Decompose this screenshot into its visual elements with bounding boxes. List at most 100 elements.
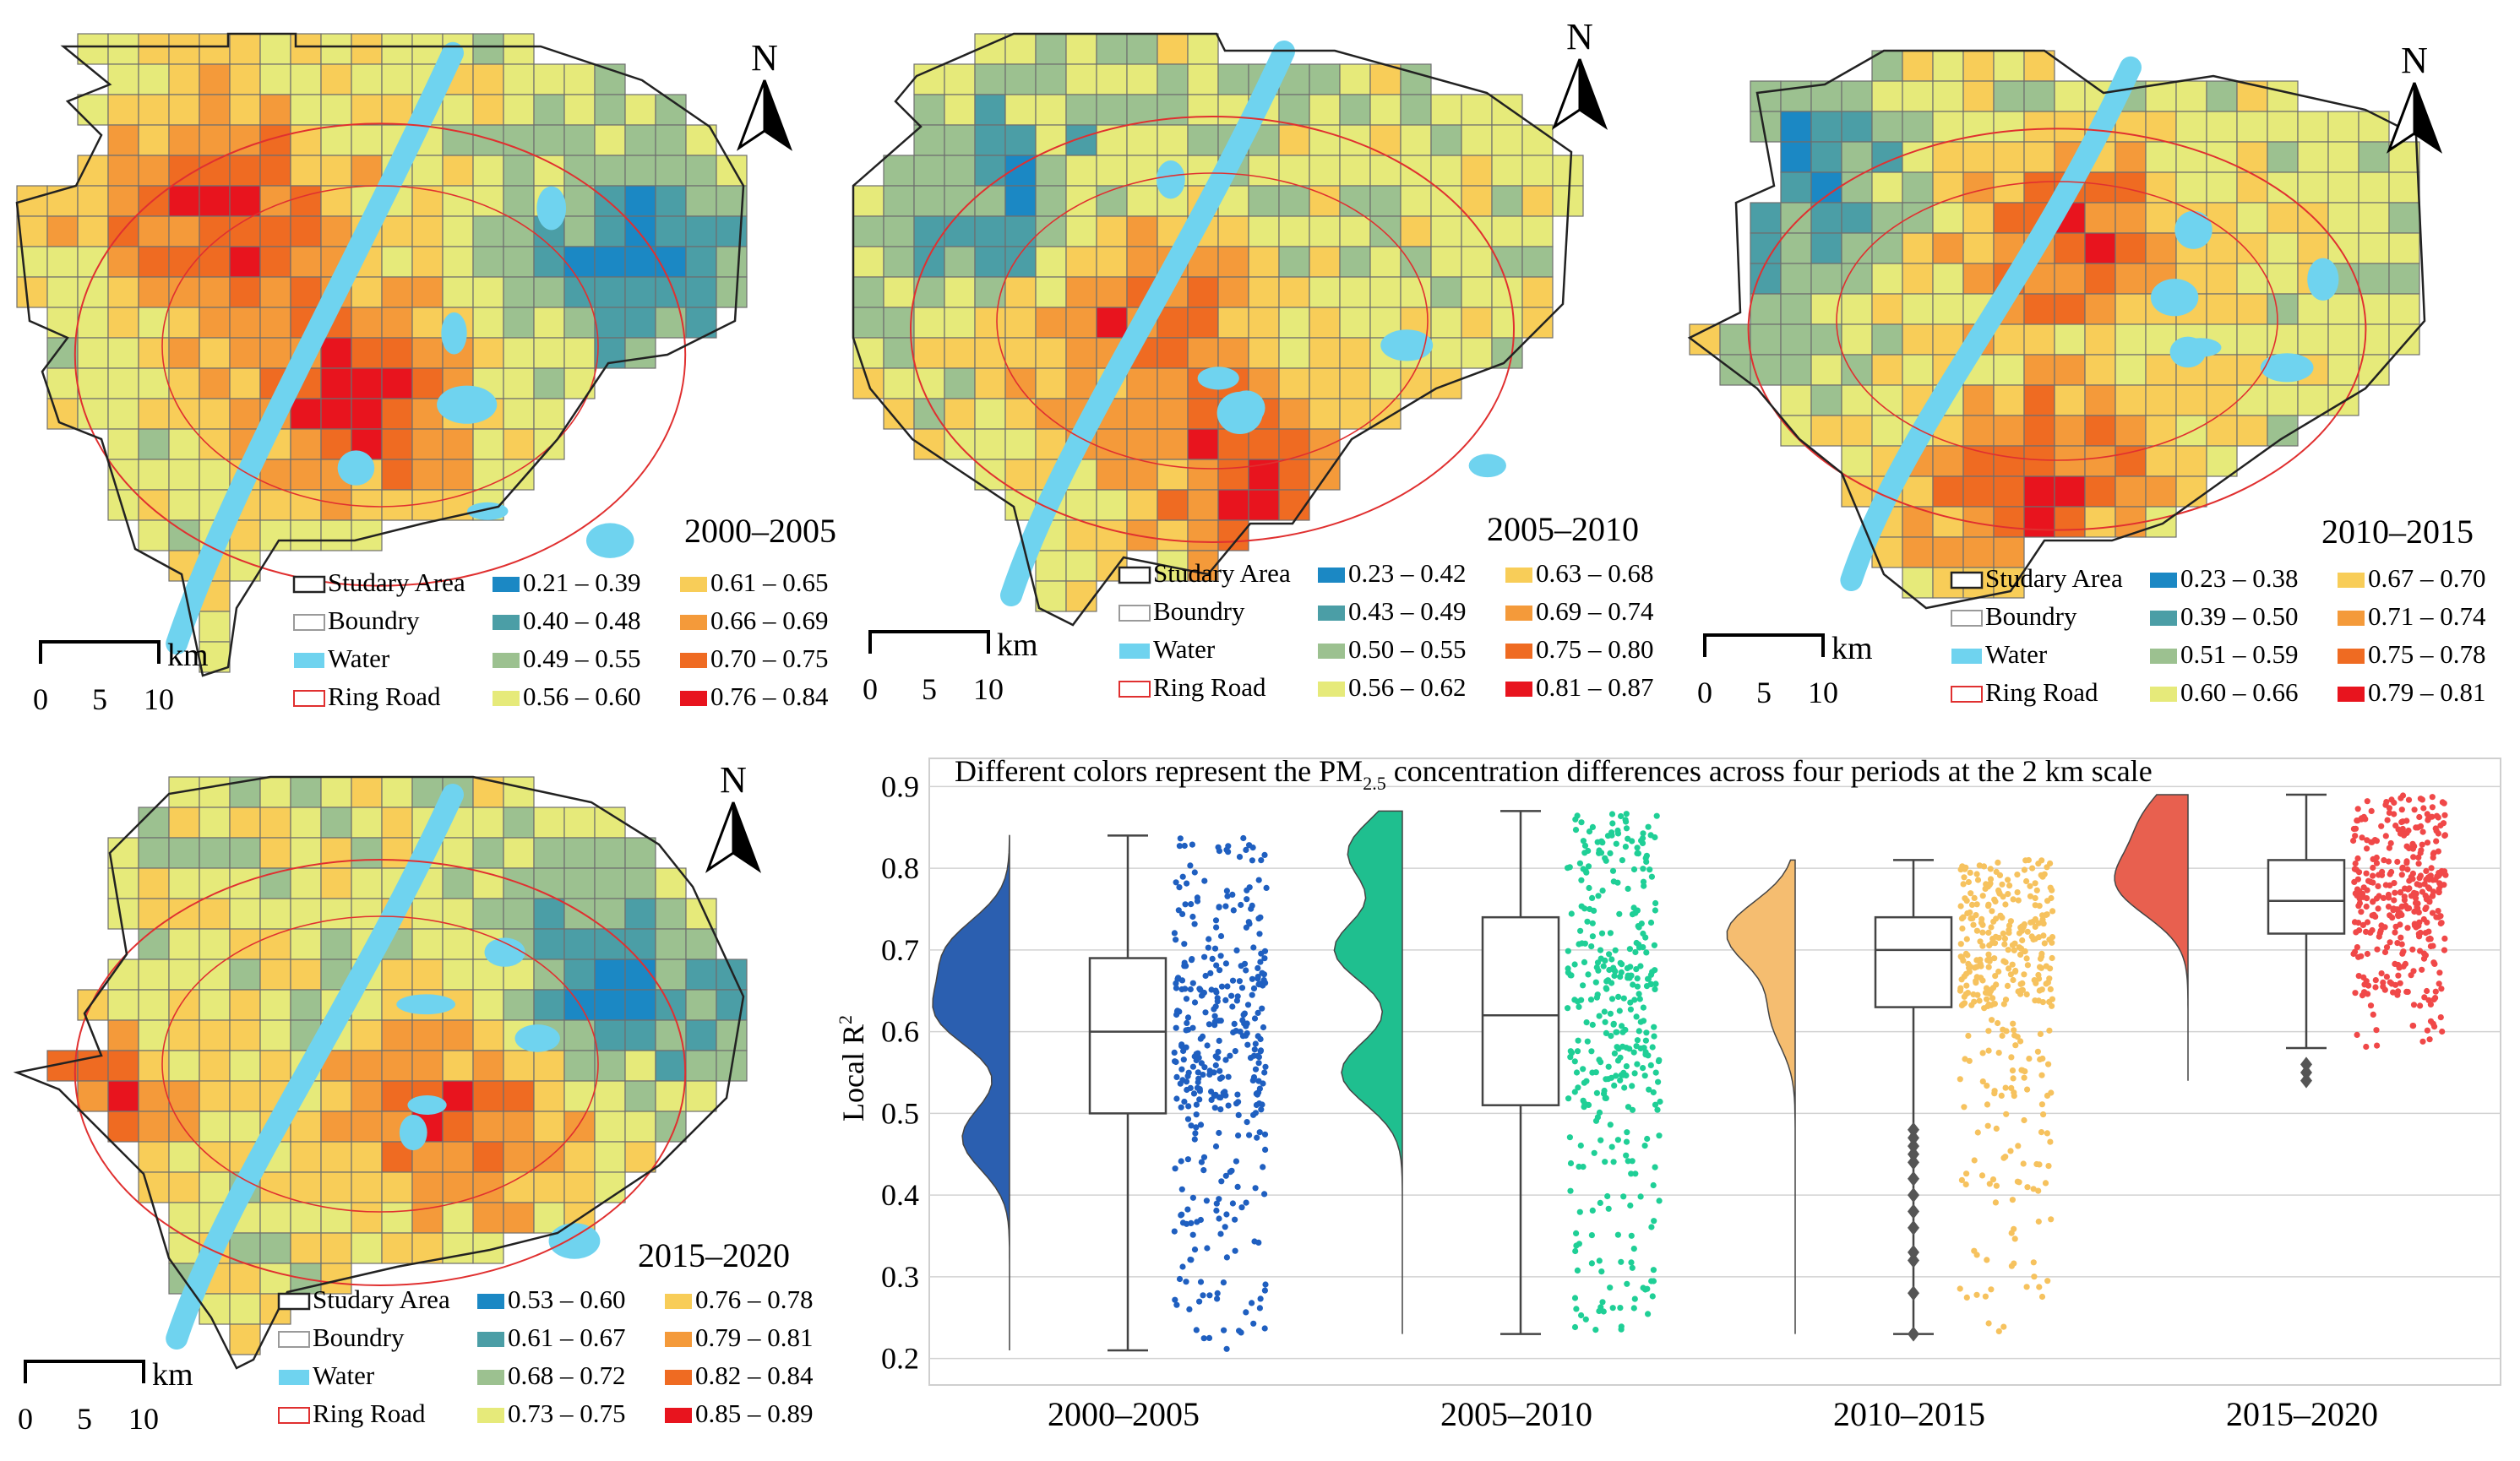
rain-point [2358, 816, 2365, 823]
rain-point [2436, 969, 2443, 976]
map-cell [974, 124, 1006, 156]
map-cell [290, 959, 322, 991]
rain-point [1979, 893, 1986, 899]
map-cell [685, 246, 717, 278]
map-cell [2327, 171, 2359, 204]
rain-point [2385, 904, 2392, 910]
map-cell [1217, 459, 1249, 491]
rain-point [2009, 1197, 2016, 1203]
rain-point [1173, 1301, 1180, 1308]
map-cell [290, 489, 322, 521]
legend-class-swatch [2338, 573, 2365, 588]
rain-point [2369, 926, 2376, 934]
rain-point [1597, 1199, 1603, 1206]
map-cell [138, 94, 170, 126]
rain-point [1606, 951, 1613, 958]
rain-point [1178, 986, 1185, 993]
map-cell [533, 837, 565, 869]
rain-point [1643, 852, 1650, 859]
map-cell [563, 959, 596, 991]
outlier-marker [2300, 1056, 2312, 1073]
map-cell [2084, 415, 2116, 447]
map-cell [1065, 550, 1097, 582]
map-cell [533, 398, 565, 430]
rain-point [2037, 1030, 2044, 1037]
legend-label: Ring Road [313, 1399, 426, 1428]
map-cell [1461, 246, 1493, 278]
rain-point [2382, 833, 2389, 839]
rain-point [1179, 1219, 1187, 1226]
rain-point [1633, 939, 1640, 947]
rain-point [1644, 1135, 1651, 1143]
x-tick-label: 2000–2005 [1048, 1395, 1200, 1433]
map-cell [883, 276, 915, 308]
legend-swatch [1118, 566, 1151, 584]
rain-point [1974, 991, 1981, 998]
map-cell [1187, 337, 1219, 369]
rain-point [2433, 812, 2441, 819]
rain-point [1601, 1008, 1608, 1015]
map-cell [168, 1232, 200, 1264]
map-cell [1962, 202, 1995, 234]
map-cell [1187, 459, 1219, 491]
rain-point [1653, 812, 1660, 819]
rain-point [1581, 1079, 1587, 1086]
rain-point [1643, 949, 1650, 956]
rain-point [1605, 1063, 1612, 1070]
rain-point [1988, 924, 1995, 931]
rain-point [1223, 888, 1230, 894]
legend-class-label: 0.81 – 0.87 [1536, 672, 1654, 702]
map-cell [1248, 428, 1280, 460]
map-cell [1187, 124, 1219, 156]
map-cell [199, 959, 231, 991]
rain-point [1229, 891, 1236, 898]
map-cell [1902, 536, 1934, 568]
map-cell [290, 185, 322, 217]
rain-point [1240, 834, 1247, 842]
map-cell [1841, 445, 1873, 477]
map-cell [259, 489, 291, 521]
map-cell [351, 837, 383, 869]
map-cell [77, 337, 109, 369]
lake [1197, 367, 1239, 390]
map-cell [1278, 94, 1310, 126]
rain-point [1958, 954, 1965, 961]
map-cell [2175, 80, 2207, 112]
map-cell [2206, 293, 2238, 325]
rain-point [2415, 861, 2422, 867]
rain-point [1973, 957, 1980, 964]
map-cell [1491, 155, 1523, 187]
rain-point [2031, 977, 2038, 984]
rain-point [1568, 972, 1575, 979]
rain-point [2424, 1027, 2430, 1034]
map-cell [503, 215, 535, 247]
map-cell [381, 246, 413, 278]
rain-point [1615, 1046, 1622, 1052]
map-cell [442, 94, 474, 126]
rain-point [2048, 1089, 2055, 1096]
rain-point [2378, 970, 2385, 977]
rain-point [1196, 1096, 1203, 1103]
rain-point [2003, 1111, 2010, 1117]
rain-point [2398, 934, 2404, 941]
map-cell [1871, 354, 1903, 386]
rain-point [1243, 1199, 1249, 1206]
map-cell [229, 1293, 261, 1325]
rain-point [1592, 1117, 1600, 1124]
map-cell [259, 989, 291, 1021]
map-cell [2084, 354, 2116, 386]
rain-point [1261, 955, 1268, 962]
rain-point [1173, 937, 1179, 943]
rain-point [1640, 830, 1646, 837]
rain-point [2041, 871, 2048, 877]
ring-road [73, 122, 687, 587]
map-cell [624, 155, 656, 187]
map-cell [1065, 63, 1097, 95]
rain-point [1246, 921, 1253, 927]
rain-point [1173, 1095, 1180, 1102]
rain-point [2441, 947, 2448, 953]
map-cell [229, 155, 261, 187]
map-cell [1719, 323, 1751, 356]
map-cell [442, 1050, 474, 1082]
rain-point [2442, 872, 2449, 878]
